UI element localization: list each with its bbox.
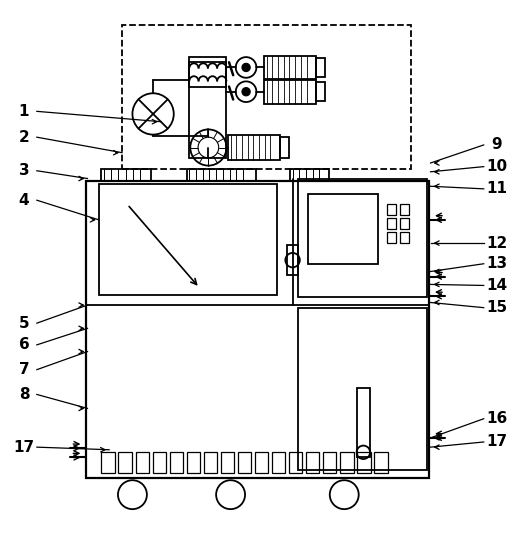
Bar: [357, 452, 370, 473]
Bar: [357, 388, 369, 458]
Text: 17: 17: [13, 440, 35, 454]
Bar: [287, 245, 298, 275]
Bar: [387, 204, 396, 214]
Bar: [323, 452, 337, 473]
Bar: [374, 452, 387, 473]
Bar: [264, 55, 316, 79]
Bar: [189, 57, 226, 158]
Bar: [399, 204, 409, 214]
Text: 8: 8: [19, 387, 29, 402]
Text: 9: 9: [492, 137, 502, 153]
Bar: [399, 218, 409, 229]
Bar: [272, 452, 285, 473]
Bar: [289, 452, 303, 473]
Bar: [204, 452, 217, 473]
Bar: [387, 218, 396, 229]
Circle shape: [242, 87, 250, 96]
Bar: [186, 169, 256, 181]
Bar: [122, 24, 411, 169]
Bar: [387, 232, 396, 243]
Bar: [186, 452, 200, 473]
Bar: [399, 232, 409, 243]
Bar: [102, 169, 151, 181]
Bar: [86, 181, 429, 478]
Bar: [298, 308, 427, 470]
Text: 7: 7: [19, 362, 29, 377]
Text: 5: 5: [19, 315, 29, 331]
Text: 10: 10: [486, 159, 507, 174]
Bar: [316, 83, 325, 101]
Bar: [228, 135, 280, 160]
Bar: [221, 452, 234, 473]
Text: 3: 3: [19, 163, 29, 178]
Bar: [340, 452, 354, 473]
Text: 11: 11: [486, 181, 507, 197]
Bar: [102, 452, 115, 473]
Bar: [238, 452, 251, 473]
Bar: [298, 179, 427, 298]
Bar: [264, 80, 316, 104]
Bar: [99, 184, 277, 295]
Bar: [153, 452, 166, 473]
Text: 15: 15: [486, 300, 507, 315]
Text: 14: 14: [486, 278, 507, 293]
Text: 16: 16: [486, 411, 507, 426]
Bar: [136, 452, 149, 473]
Text: 17: 17: [486, 434, 507, 450]
Text: 6: 6: [19, 337, 30, 352]
Circle shape: [242, 64, 250, 72]
Text: 2: 2: [19, 130, 30, 144]
Bar: [255, 452, 268, 473]
Text: 1: 1: [19, 104, 29, 119]
Bar: [306, 452, 320, 473]
Text: 13: 13: [486, 256, 507, 272]
Bar: [316, 58, 325, 77]
Bar: [308, 194, 378, 264]
Bar: [169, 452, 183, 473]
Bar: [280, 137, 289, 158]
Bar: [290, 169, 329, 181]
Text: 4: 4: [19, 193, 29, 208]
Text: 12: 12: [486, 236, 507, 250]
Bar: [119, 452, 132, 473]
